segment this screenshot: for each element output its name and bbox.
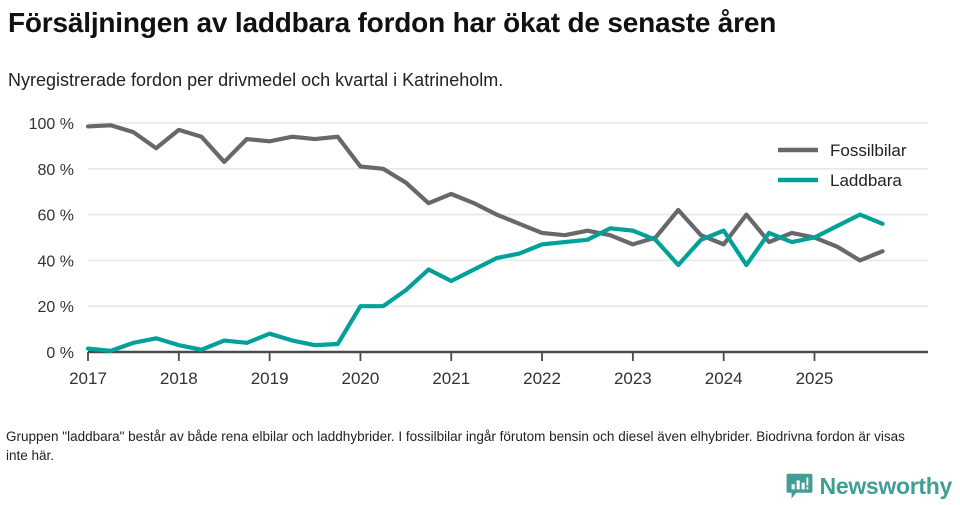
chart-footnote: Gruppen "laddbara" består av både rena e… <box>6 429 905 463</box>
x-tick-label: 2021 <box>432 369 470 388</box>
series-line-fossilbilar <box>85 123 885 263</box>
newsworthy-logo: Newsworthy <box>786 470 952 502</box>
page-title: Försäljningen av laddbara fordon har öka… <box>8 7 777 38</box>
y-tick-label: 80 % <box>38 162 74 179</box>
y-tick-label: 40 % <box>38 253 74 270</box>
x-tick-label: 2018 <box>160 369 198 388</box>
brand-name: Newsworthy <box>819 472 953 499</box>
y-tick-label: 60 % <box>38 208 74 225</box>
bar-chart-bubble-icon <box>786 473 812 499</box>
x-tick-label: 2022 <box>523 369 561 388</box>
x-tick-label: 2024 <box>705 369 743 388</box>
line-chart: 0 % 20 % 40 % 60 % 80 % 100 % 2017 2018 2019 2020… <box>0 104 960 394</box>
x-tick-label: 2020 <box>342 369 380 388</box>
legend-label: Fossilbilar <box>830 141 907 160</box>
x-tick-label: 2023 <box>614 369 652 388</box>
x-tick-label: 2019 <box>251 369 289 388</box>
y-tick-label: 20 % <box>38 299 74 316</box>
legend-label: Laddbara <box>830 171 902 190</box>
y-tick-label: 100 % <box>29 116 74 133</box>
y-tick-label: 0 % <box>46 345 74 362</box>
chart-canvas: 0 % 20 % 40 % 60 % 80 % 100 % 2017 2018 2019 2020… <box>29 116 928 388</box>
series-line-laddbara <box>85 212 885 353</box>
x-tick-label: 2017 <box>69 369 107 388</box>
x-tick-label: 2025 <box>796 369 834 388</box>
page-subtitle: Nyregistrerade fordon per drivmedel och … <box>8 70 504 90</box>
